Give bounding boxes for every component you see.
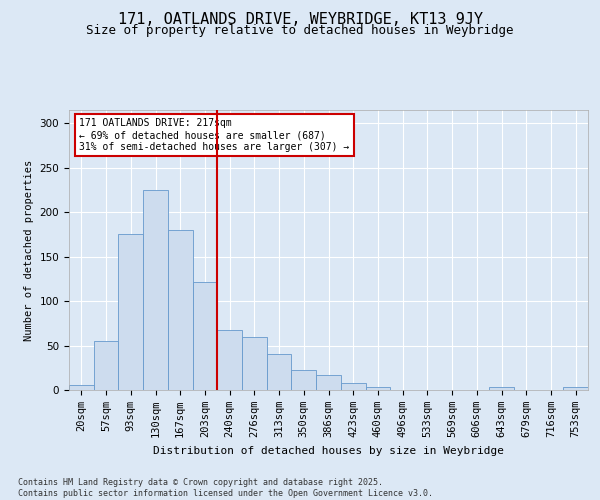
Y-axis label: Number of detached properties: Number of detached properties <box>24 160 34 340</box>
Bar <box>316 375 341 390</box>
Bar <box>193 282 217 390</box>
Bar <box>489 388 514 390</box>
Bar <box>168 230 193 390</box>
Bar <box>267 354 292 390</box>
Bar <box>341 383 365 390</box>
Bar <box>563 388 588 390</box>
Bar <box>365 388 390 390</box>
Bar <box>118 234 143 390</box>
Bar <box>94 341 118 390</box>
Text: Size of property relative to detached houses in Weybridge: Size of property relative to detached ho… <box>86 24 514 37</box>
Bar <box>143 190 168 390</box>
X-axis label: Distribution of detached houses by size in Weybridge: Distribution of detached houses by size … <box>153 446 504 456</box>
Bar <box>242 336 267 390</box>
Bar <box>69 384 94 390</box>
Bar <box>292 370 316 390</box>
Text: Contains HM Land Registry data © Crown copyright and database right 2025.
Contai: Contains HM Land Registry data © Crown c… <box>18 478 433 498</box>
Text: 171 OATLANDS DRIVE: 217sqm
← 69% of detached houses are smaller (687)
31% of sem: 171 OATLANDS DRIVE: 217sqm ← 69% of deta… <box>79 118 350 152</box>
Text: 171, OATLANDS DRIVE, WEYBRIDGE, KT13 9JY: 171, OATLANDS DRIVE, WEYBRIDGE, KT13 9JY <box>118 12 482 28</box>
Bar <box>217 330 242 390</box>
